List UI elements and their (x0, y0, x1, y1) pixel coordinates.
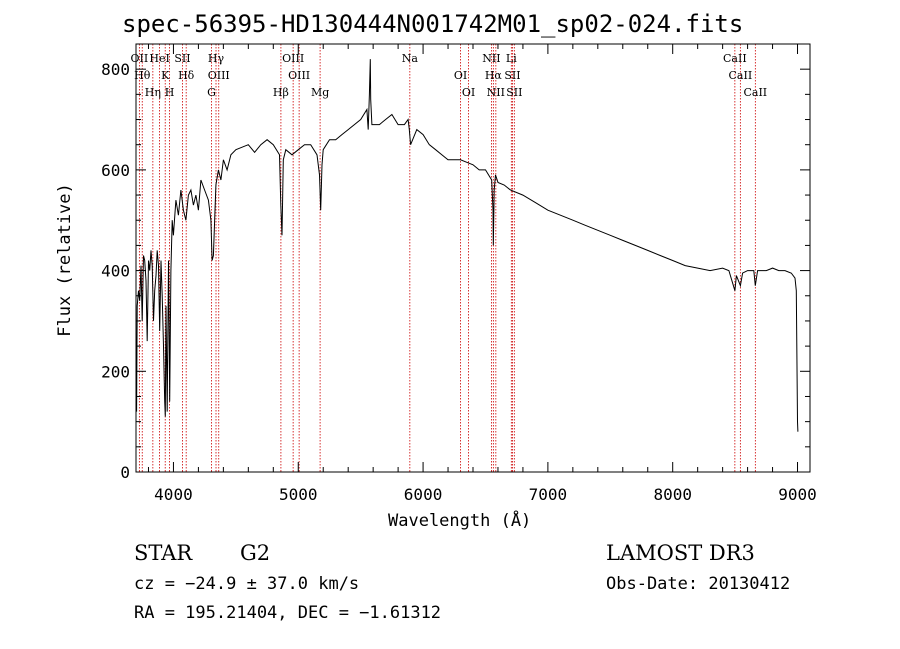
line-marker-label: OIII (208, 69, 230, 82)
x-tick-label: 7000 (529, 485, 568, 504)
x-tick-label: 6000 (404, 485, 443, 504)
x-axis-ticks: 4000 5000 6000 7000 8000 9000 (147, 44, 817, 504)
line-marker-label: OI (462, 86, 475, 99)
spectrum-line (135, 59, 799, 432)
object-class: STAR (134, 541, 193, 565)
line-marker-label: Na (402, 52, 419, 65)
line-marker-label: NII (487, 86, 505, 99)
line-marker-label: G (207, 86, 216, 99)
line-marker-label: NII (482, 52, 500, 65)
y-tick-label: 600 (101, 161, 130, 180)
y-axis-label: Flux (relative) (55, 183, 75, 337)
y-tick-label: 400 (101, 262, 130, 281)
x-tick-label: 8000 (653, 485, 692, 504)
line-marker-label: OIII (288, 69, 310, 82)
line-markers (138, 44, 756, 472)
line-marker-label: Hθ (134, 69, 151, 82)
obs-date: Obs-Date: 20130412 (606, 574, 791, 594)
chart-title: spec-56395-HD130444N001742M01_sp02-024.f… (122, 10, 744, 38)
line-marker-label: OIII (282, 52, 304, 65)
line-marker-label: Hγ (208, 52, 225, 65)
redshift-text: cz = −24.9 ± 37.0 km/s (134, 574, 360, 594)
y-axis-ticks: 0 200 400 600 800 (101, 43, 810, 482)
coordinates: RA = 195.21404, DEC = −1.61312 (134, 603, 442, 623)
line-marker-label: Hη (145, 86, 161, 99)
y-tick-label: 200 (101, 362, 130, 381)
line-marker-label: H (165, 86, 175, 99)
line-marker-label: Mg (311, 86, 329, 99)
line-marker-label: HeI (149, 52, 169, 65)
x-tick-label: 5000 (279, 485, 318, 504)
line-marker-label: SII (506, 86, 522, 99)
line-marker-label: Hδ (178, 69, 195, 82)
line-marker-label: Hβ (273, 86, 289, 99)
line-marker-label: OI (454, 69, 467, 82)
line-marker-label: K (161, 69, 170, 82)
plot-frame (135, 43, 811, 473)
line-marker-label: CaII (729, 69, 753, 82)
line-marker-label: Li (506, 52, 517, 65)
x-axis-label: Wavelength (Å) (388, 511, 532, 531)
y-tick-label: 0 (120, 463, 130, 482)
y-tick-label: 800 (101, 60, 130, 79)
line-marker-label: SII (504, 69, 520, 82)
line-marker-label: SII (174, 52, 190, 65)
line-marker-label: CaII (723, 52, 747, 65)
x-tick-label: 9000 (778, 485, 817, 504)
line-marker-label: Hα (485, 69, 503, 82)
line-marker-label: OII (131, 52, 149, 65)
object-subclass: G2 (240, 541, 271, 565)
x-tick-label: 4000 (154, 485, 193, 504)
survey-name: LAMOST DR3 (606, 541, 755, 565)
line-marker-label: CaII (743, 86, 767, 99)
line-marker-labels: OIIHθHηHeIKHSIIHδGHγOIIIHβOIIIOIIIMgNaOI… (131, 52, 768, 99)
